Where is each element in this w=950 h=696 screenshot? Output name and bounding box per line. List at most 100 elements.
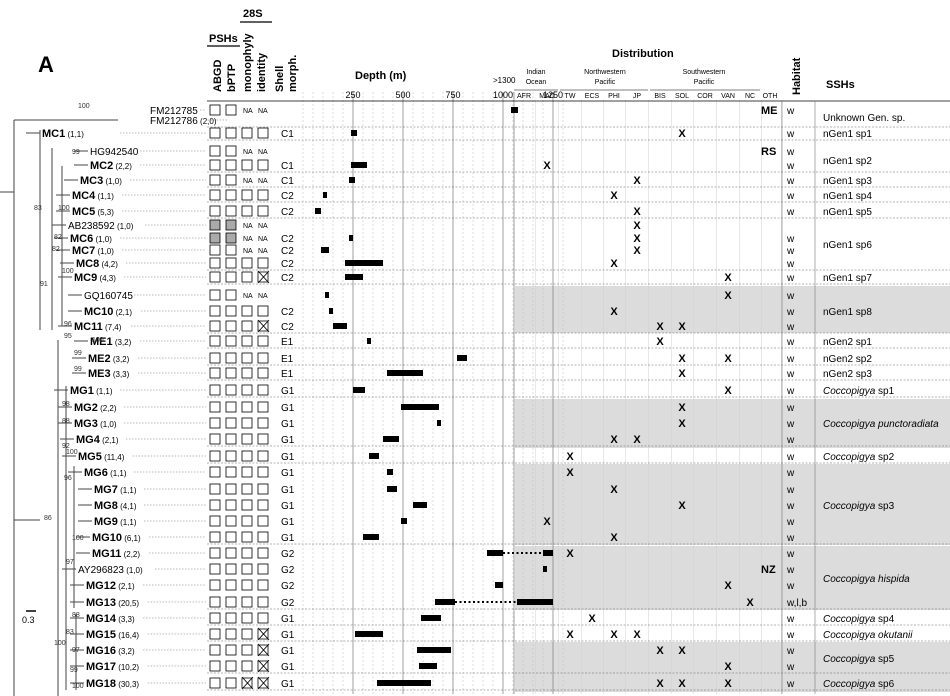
abgd-box: [209, 531, 221, 543]
abgd-box: [209, 232, 221, 244]
abgd-box: [209, 515, 221, 527]
habitat-label: w: [786, 485, 795, 496]
distribution-mark: X: [678, 500, 686, 512]
shell-morph-label: C1: [281, 129, 294, 140]
identity-box: [257, 127, 269, 139]
shell-morph-label: C2: [281, 246, 294, 257]
data-rows: NA NA w ME C1 w NA NA w RS C1 w NA NA C1 w C2 w C2 w NA NA NA N…: [207, 104, 950, 691]
taxon-label: ME1 (3,2): [90, 336, 132, 348]
depth-bar: [457, 355, 467, 361]
abgd-box: [209, 189, 221, 201]
taxon-count: (1,0): [124, 566, 143, 575]
ssh-label: nGen1 sp5: [823, 207, 872, 218]
bptp-box: [225, 563, 237, 575]
depth-tick-label: 1000: [493, 90, 513, 100]
habitat-label: w: [786, 386, 795, 397]
habitat-label: w: [786, 468, 795, 479]
panel-label: A: [38, 52, 54, 77]
ssh-genus: Coccopigya punctoradiata: [823, 419, 939, 430]
abgd-box: [209, 335, 221, 347]
identity-box: [257, 579, 269, 591]
taxon-count: (4,3): [97, 274, 116, 283]
na-label-identity: NA: [258, 149, 268, 156]
identity-box: [257, 433, 269, 445]
depth-bar: [421, 615, 441, 621]
shell-morph-label: G1: [281, 485, 295, 496]
header-abgd: ABGD: [212, 60, 224, 92]
abgd-box: [209, 384, 221, 396]
habitat-label: w: [786, 533, 795, 544]
taxon-label: ME2 (3,2): [88, 353, 130, 365]
habitat-label: w: [786, 207, 795, 218]
identity-cross: [257, 643, 270, 657]
bptp-box: [225, 450, 237, 462]
depth-bar: [355, 631, 383, 637]
identity-box: [257, 547, 269, 559]
region-code-nc: NC: [745, 93, 755, 100]
taxon-label: MG6 (1,1): [84, 467, 127, 479]
bptp-box: [225, 499, 237, 511]
shell-morph-label: C1: [281, 161, 294, 172]
distribution-mark: X: [633, 434, 641, 446]
identity-cross: [257, 319, 270, 333]
habitat-label: w: [786, 662, 795, 673]
header-sshs: SSHs: [826, 79, 855, 91]
depth-bar: [517, 599, 553, 605]
taxon-count: (1,0): [95, 247, 114, 256]
depth-bar: [437, 420, 441, 426]
ssh-genus: Coccopigya okutanii: [823, 630, 913, 641]
monophyly-box: [241, 450, 253, 462]
taxon-count: (2,0): [198, 117, 217, 126]
habitat-label: w: [786, 403, 795, 414]
taxon-count: (1,0): [98, 420, 117, 429]
taxon-label: FM212785: [150, 106, 198, 117]
identity-box: [257, 205, 269, 217]
bptp-box: [225, 677, 237, 689]
distribution-mark: X: [566, 467, 574, 479]
habitat-label: w: [786, 246, 795, 257]
habitat-label: w: [786, 161, 795, 172]
identity-box: [257, 466, 269, 478]
ssh-epithet: sp6: [875, 679, 894, 690]
shaded-block: [515, 399, 950, 448]
taxon-label: AY296823 (1,0): [78, 565, 143, 576]
region-code-bis: BIS: [654, 93, 666, 100]
ssh-label: Coccopigya sp2: [823, 452, 895, 463]
abgd-box: [209, 644, 221, 656]
identity-box: [257, 305, 269, 317]
taxon-label: MC3 (1,0): [80, 175, 122, 187]
distribution-mark: X: [610, 484, 618, 496]
depth-bar: [417, 647, 451, 653]
habitat-label: w: [786, 452, 795, 463]
node-support: 100: [58, 205, 70, 212]
distribution-mark: X: [724, 272, 732, 284]
taxon-count: (1,1): [108, 469, 127, 478]
depth-bar: [333, 323, 347, 329]
habitat-label: w,l,b: [786, 598, 807, 609]
taxon-label: MC10 (2,1): [84, 306, 132, 318]
identity-box: [257, 189, 269, 201]
na-label-monophyly: NA: [243, 223, 253, 230]
habitat-label: w: [786, 337, 795, 348]
ssh-label: Coccopigya sp3: [823, 501, 895, 512]
taxon-count: (16,4): [116, 631, 139, 640]
abgd-box: [209, 174, 221, 186]
depth-bar: [401, 518, 407, 524]
header-bptp: bPTP: [226, 64, 238, 92]
distribution-mark: X: [610, 258, 618, 270]
oth-label: NZ: [761, 564, 776, 576]
distribution-mark: X: [633, 206, 641, 218]
monophyly-box: [241, 127, 253, 139]
taxon-label: MG2 (2,2): [74, 402, 117, 414]
na-label-monophyly: NA: [243, 178, 253, 185]
shell-morph-label: G1: [281, 386, 295, 397]
bptp-box: [225, 401, 237, 413]
shaded-block: [515, 546, 950, 610]
column-headers: A PSHs 28S ABGD bPTP monophyly identity …: [38, 8, 855, 100]
bptp-box: [225, 515, 237, 527]
bptp-box: [225, 127, 237, 139]
distribution-mark: X: [633, 629, 641, 641]
na-label-monophyly: NA: [243, 293, 253, 300]
depth-bar: [419, 663, 437, 669]
